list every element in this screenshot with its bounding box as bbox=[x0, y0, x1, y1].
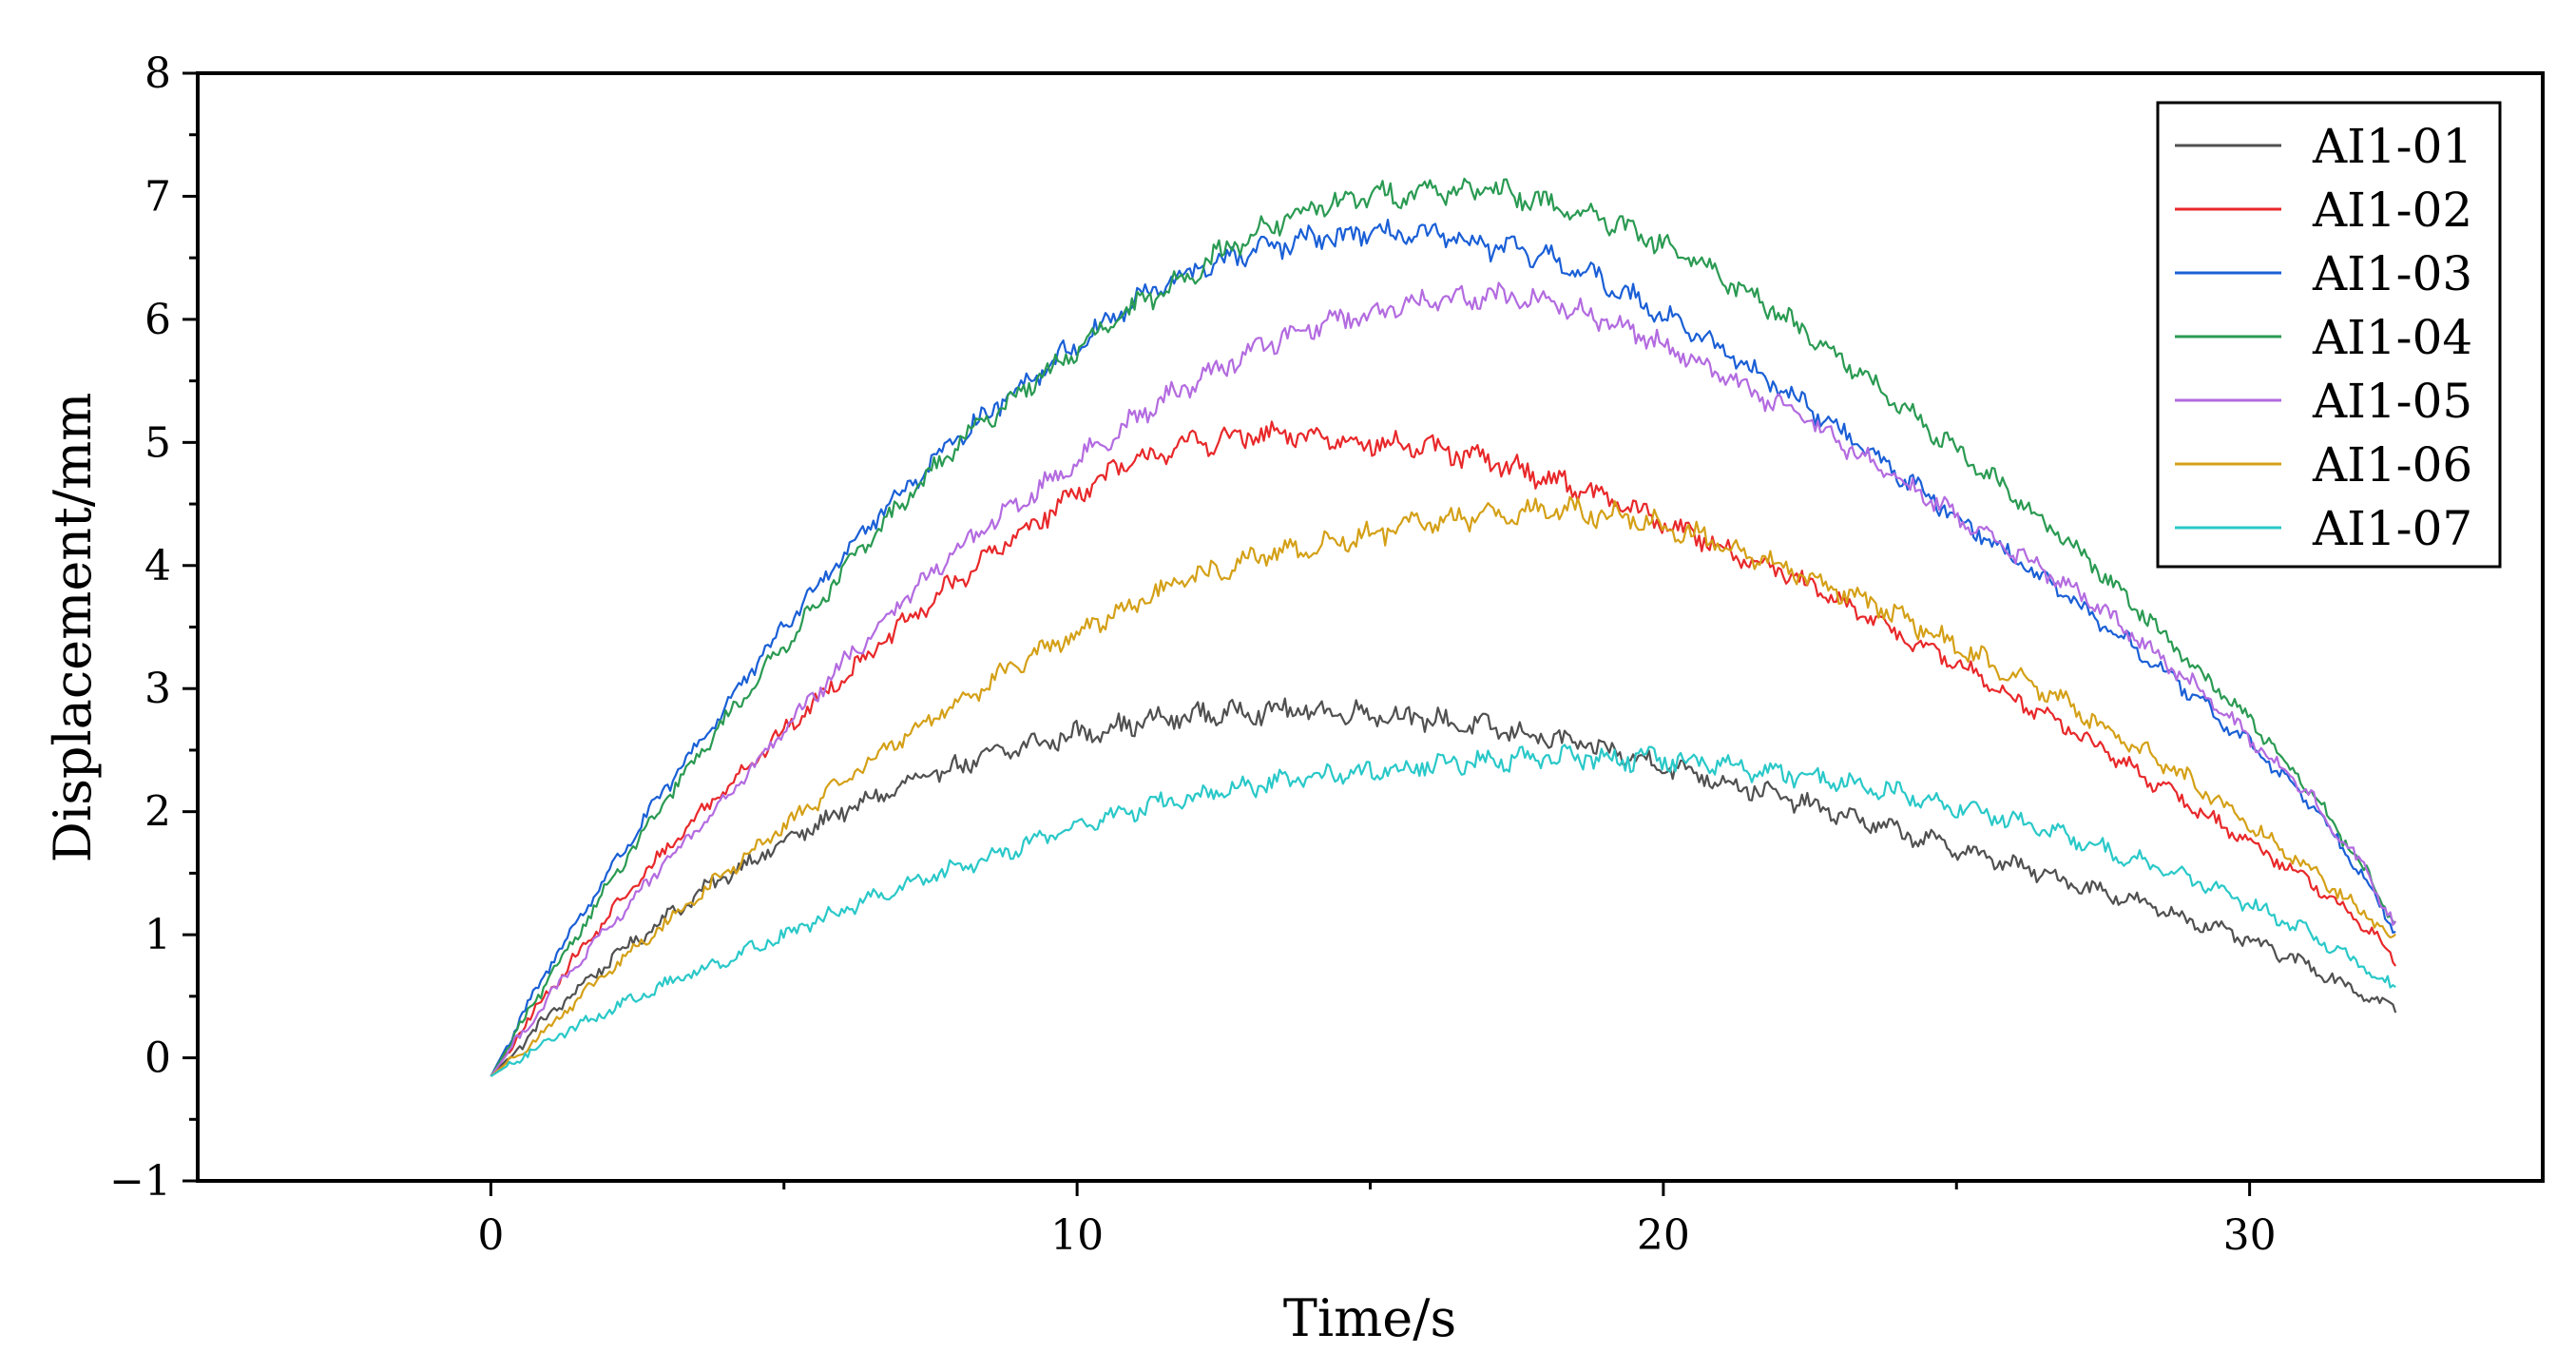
series-line-ai1-02 bbox=[490, 420, 2397, 1077]
legend-label: AI1-05 bbox=[2312, 374, 2472, 429]
legend: AI1-01 AI1-02 AI1-03 AI1-04 AI1-05 AI1-06 AI1-… bbox=[2156, 101, 2502, 569]
x-tick-label: 0 bbox=[477, 1211, 504, 1260]
y-tick-label: 7 bbox=[144, 172, 171, 221]
series-line-ai1-05 bbox=[490, 281, 2397, 1077]
series-line-ai1-06 bbox=[490, 495, 2396, 1077]
series-line-ai1-04 bbox=[490, 177, 2396, 1077]
y-tick-label: −1 bbox=[109, 1157, 171, 1206]
legend-label: AI1-04 bbox=[2312, 310, 2472, 365]
y-tick-label: 2 bbox=[144, 788, 171, 837]
series-line-ai1-03 bbox=[490, 219, 2396, 1077]
y-tick-label: 6 bbox=[144, 296, 171, 344]
y-axis: −1 0 1 2 3 4 5 6 7 8 bbox=[109, 49, 198, 1206]
y-tick-label: 4 bbox=[144, 542, 171, 590]
y-tick-label: 5 bbox=[144, 418, 171, 467]
legend-box bbox=[2156, 101, 2502, 569]
legend-label: AI1-07 bbox=[2312, 501, 2472, 556]
y-tick-label: 0 bbox=[144, 1034, 171, 1083]
series-line-ai1-07 bbox=[490, 744, 2396, 1077]
y-tick-label: 8 bbox=[144, 49, 171, 98]
y-tick-label: 3 bbox=[144, 665, 171, 713]
y-tick-label: 1 bbox=[144, 911, 171, 959]
legend-label: AI1-06 bbox=[2312, 437, 2472, 493]
x-axis-title: Time/s bbox=[1283, 1288, 1456, 1348]
legend-label: AI1-01 bbox=[2312, 119, 2472, 174]
series-line-ai1-01 bbox=[490, 697, 2397, 1077]
x-tick-label: 30 bbox=[2223, 1211, 2277, 1260]
y-axis-title: Displacement/mm bbox=[43, 393, 103, 863]
x-tick-label: 20 bbox=[1637, 1211, 1690, 1260]
x-axis: 0 10 20 30 bbox=[477, 1181, 2277, 1260]
legend-label: AI1-02 bbox=[2312, 183, 2472, 238]
x-tick-label: 10 bbox=[1050, 1211, 1104, 1260]
legend-label: AI1-03 bbox=[2312, 246, 2472, 301]
series-lines bbox=[490, 177, 2397, 1077]
